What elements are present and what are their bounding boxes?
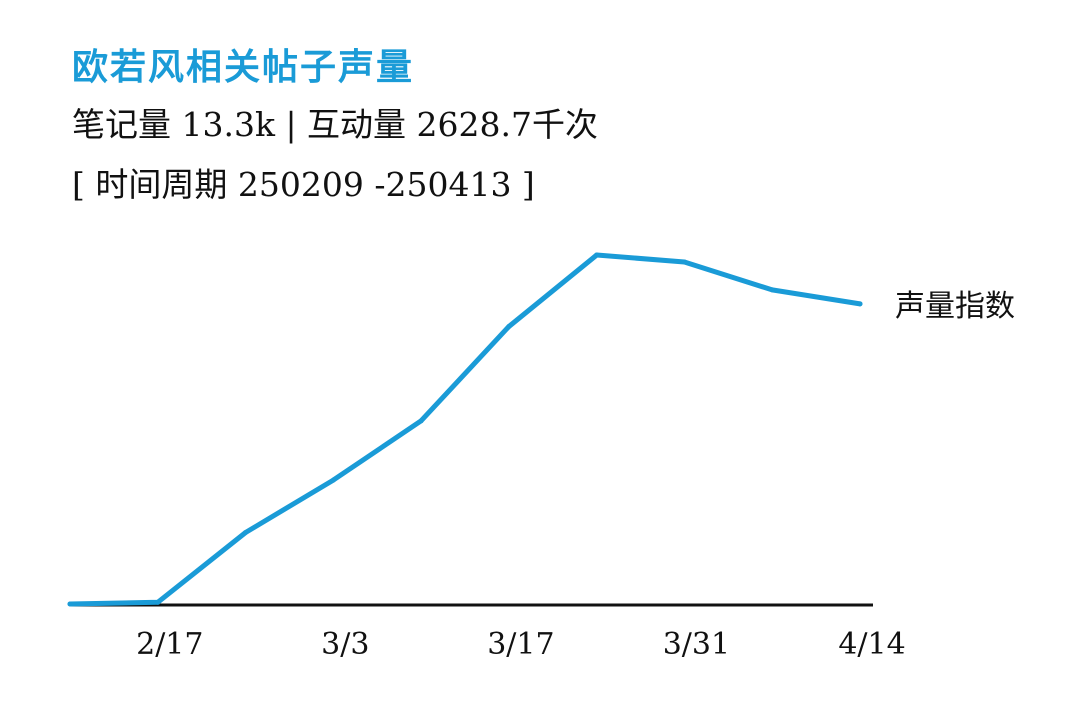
series-line-0 — [67, 252, 863, 607]
time-period: [ 时间周期 250209 -250413 ] — [72, 165, 535, 204]
data-point — [594, 252, 600, 258]
x-tick-label: 4/14 — [838, 627, 905, 662]
data-point — [681, 259, 687, 265]
data-point — [506, 324, 512, 329]
data-point — [330, 477, 336, 483]
series-label: 声量指数 — [895, 289, 1015, 324]
data-point — [243, 530, 249, 535]
data-point — [155, 599, 161, 605]
data-point — [418, 418, 424, 424]
x-tick-label: 3/31 — [663, 627, 730, 662]
x-tick-label: 3/3 — [321, 627, 369, 662]
x-tick-label: 3/17 — [487, 627, 554, 662]
series-group — [67, 252, 863, 607]
data-point — [67, 601, 73, 607]
chart-title: 欧若风相关帖子声量 — [72, 46, 415, 88]
data-point — [769, 287, 775, 293]
x-tick-labels: 2/17 3/3 3/17 3/31 4/14 — [136, 627, 906, 662]
chart-subtitle: 笔记量 13.3k | 互动量 2628.7千次 — [72, 105, 599, 144]
x-tick-label: 2/17 — [136, 627, 203, 662]
data-point — [857, 301, 863, 307]
